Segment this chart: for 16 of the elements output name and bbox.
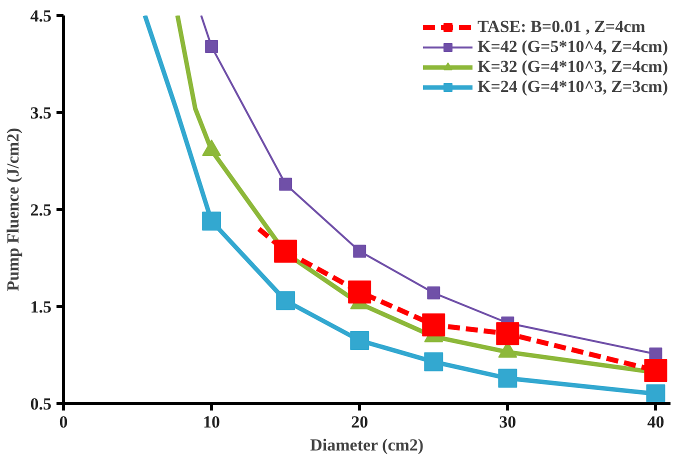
x-tick-label: 30	[499, 412, 516, 432]
legend-label: K=42 (G=5*10^4, Z=4cm)	[477, 37, 668, 57]
x-tick-label: 10	[203, 412, 220, 432]
y-axis-title: Pump Fluence (J/cm2)	[3, 128, 22, 292]
x-axis-title: Diameter (cm2)	[310, 436, 424, 454]
y-tick-label: 0.5	[30, 394, 52, 414]
y-tick-label: 1.5	[30, 298, 52, 316]
legend-label: K=24 (G=4*10^3, Z=3cm)	[477, 77, 668, 97]
y-tick-label: 2.5	[30, 200, 52, 220]
y-tick-label: 3.5	[30, 104, 52, 122]
x-tick-label: 0	[59, 412, 68, 432]
x-tick-label: 20	[351, 412, 368, 432]
legend-label: TASE: B=0.01 , Z=4cm	[477, 17, 646, 37]
y-tick-label: 4.5	[30, 6, 52, 26]
legend-label: K=32 (G=4*10^3, Z=4cm)	[477, 57, 668, 77]
x-tick-label: 40	[647, 412, 664, 432]
